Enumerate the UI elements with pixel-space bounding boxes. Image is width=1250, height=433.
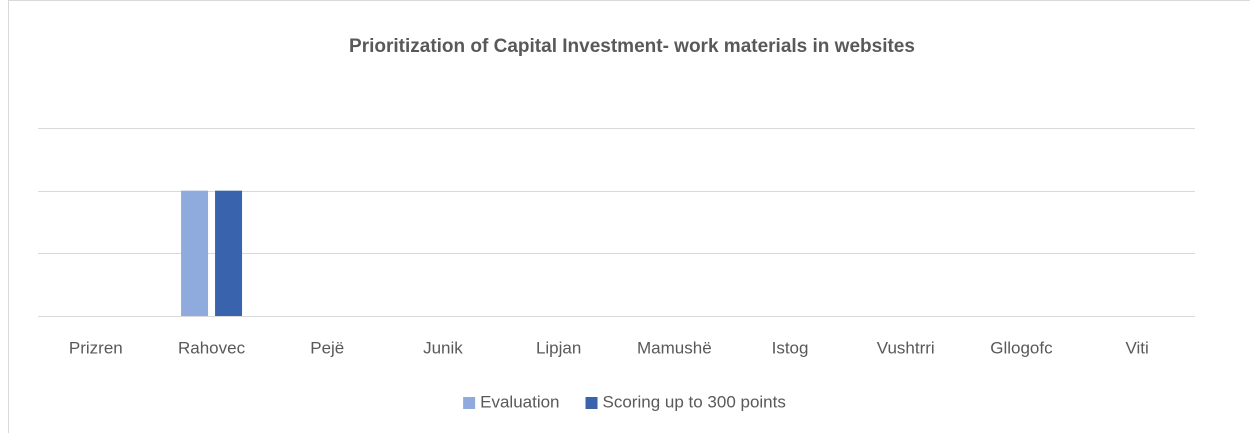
x-tick-label: Junik bbox=[423, 338, 463, 357]
x-tick-label: Prizren bbox=[69, 338, 123, 357]
legend-swatch bbox=[463, 397, 476, 409]
x-tick-label: Pejë bbox=[310, 338, 344, 357]
legend-swatch bbox=[585, 397, 598, 409]
x-tick-label: Gllogofc bbox=[990, 338, 1053, 357]
x-tick-label: Lipjan bbox=[536, 338, 581, 357]
x-tick-label: Viti bbox=[1125, 338, 1148, 357]
legend-item: Scoring up to 300 points bbox=[585, 392, 786, 411]
x-tick-label: Vushtrri bbox=[877, 338, 935, 357]
legend-label: Scoring up to 300 points bbox=[603, 392, 786, 411]
chart-title: Prioritization of Capital Investment- wo… bbox=[349, 36, 915, 57]
bar bbox=[181, 190, 209, 316]
legend-label: Evaluation bbox=[480, 392, 559, 411]
x-tick-label: Rahovec bbox=[178, 338, 246, 357]
bar bbox=[215, 190, 243, 316]
legend-item: Evaluation bbox=[463, 392, 560, 411]
x-tick-label: Istog bbox=[772, 338, 809, 357]
x-tick-label: Mamushë bbox=[637, 338, 712, 357]
